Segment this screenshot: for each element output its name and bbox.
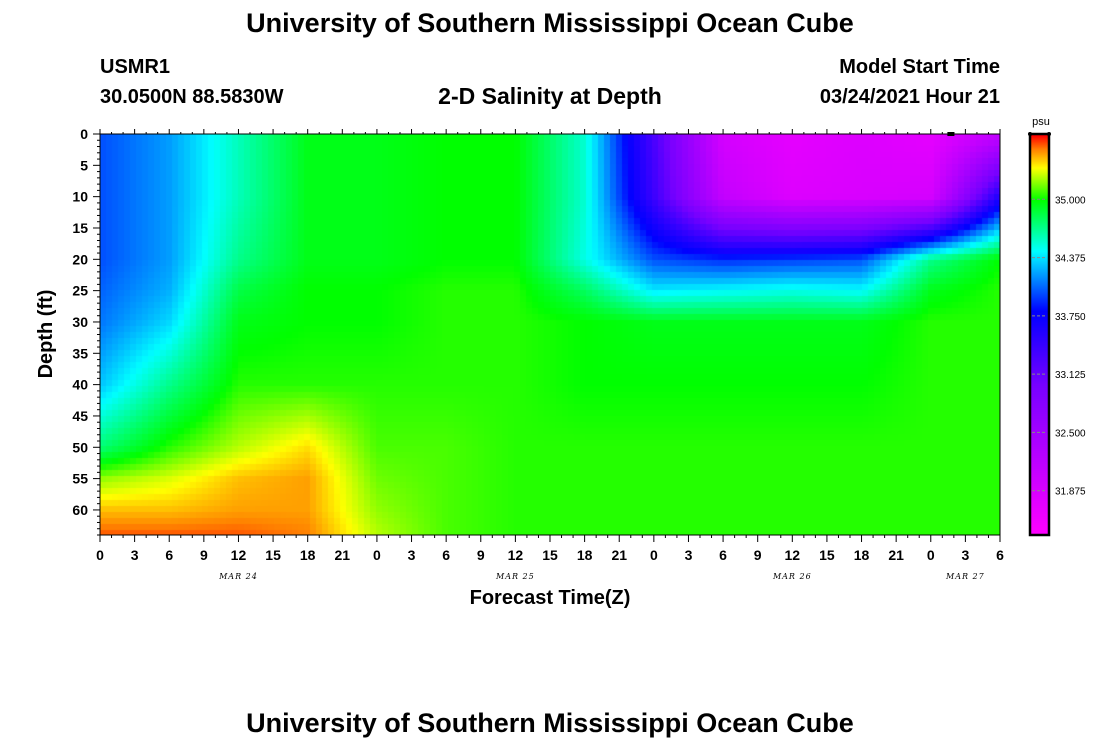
x-tick-label: 6 bbox=[442, 547, 450, 563]
x-tick-label: 9 bbox=[477, 547, 485, 563]
x-tick-label: 15 bbox=[542, 547, 558, 563]
x-tick-label: 21 bbox=[888, 547, 904, 563]
x-tick-label: 9 bbox=[200, 547, 208, 563]
colorbar-corner bbox=[1028, 132, 1032, 136]
x-tick-label: 6 bbox=[165, 547, 173, 563]
x-tick-label: 15 bbox=[819, 547, 835, 563]
x-tick-label: 21 bbox=[335, 547, 351, 563]
footer-title: University of Southern Mississippi Ocean… bbox=[246, 708, 854, 738]
x-tick-label: 18 bbox=[300, 547, 316, 563]
x-tick-label: 0 bbox=[927, 547, 935, 563]
date-label: MAR 27 bbox=[945, 572, 985, 581]
y-tick-label: 50 bbox=[72, 439, 88, 455]
y-axis: 0 5 10 15 20 25 30 35 40 45 50 55 60 bbox=[72, 126, 100, 536]
x-tick-label: 18 bbox=[854, 547, 870, 563]
y-tick-label: 0 bbox=[80, 126, 88, 142]
chart-title: 2-D Salinity at Depth bbox=[438, 83, 662, 109]
x-tick-label: 18 bbox=[577, 547, 593, 563]
colorbar-tick-label: 32.500 bbox=[1055, 428, 1086, 439]
y-tick-label: 15 bbox=[72, 220, 88, 236]
colorbar-unit-label: psu bbox=[1032, 116, 1050, 128]
y-tick-label: 60 bbox=[72, 502, 88, 518]
x-tick-label: 12 bbox=[508, 547, 524, 563]
colorbar-tick-label: 35.000 bbox=[1055, 195, 1086, 206]
colorbar: 35.000 34.375 33.750 33.125 32.500 31.875 bbox=[1028, 132, 1086, 537]
plot-border bbox=[99, 133, 1001, 536]
date-label: MAR 24 bbox=[218, 572, 258, 581]
date-label: MAR 25 bbox=[495, 572, 535, 581]
plot-frame bbox=[99, 133, 1001, 536]
salinity-heatmap bbox=[100, 134, 1000, 535]
x-tick-label: 3 bbox=[961, 547, 969, 563]
x-tick-label: 3 bbox=[685, 547, 693, 563]
x-tick-label: 0 bbox=[373, 547, 381, 563]
colorbar-border bbox=[1028, 132, 1051, 537]
x-axis-label: Forecast Time(Z) bbox=[470, 587, 631, 609]
station-id: USMR1 bbox=[100, 56, 171, 78]
x-tick-label: 21 bbox=[611, 547, 627, 563]
x-tick-label: 15 bbox=[265, 547, 281, 563]
time-marker bbox=[947, 132, 955, 136]
y-tick-label: 30 bbox=[72, 314, 88, 330]
model-start-label: Model Start Time bbox=[839, 56, 1000, 78]
station-coordinates: 30.0500N 88.5830W bbox=[100, 86, 284, 108]
x-tick-label: 12 bbox=[231, 547, 247, 563]
x-tick-label: 3 bbox=[131, 547, 139, 563]
x-tick-label: 9 bbox=[754, 547, 762, 563]
y-tick-label: 55 bbox=[72, 471, 88, 487]
x-tick-label: 6 bbox=[719, 547, 727, 563]
y-tick-label: 40 bbox=[72, 377, 88, 393]
y-tick-label: 5 bbox=[80, 157, 88, 173]
colorbar-gradient bbox=[1031, 135, 1048, 534]
x-tick-label: 0 bbox=[96, 547, 104, 563]
colorbar-corner bbox=[1047, 132, 1051, 136]
y-tick-label: 20 bbox=[72, 251, 88, 267]
y-tick-label: 35 bbox=[72, 345, 88, 361]
x-tick-label: 0 bbox=[650, 547, 658, 563]
y-axis-label: Depth (ft) bbox=[35, 290, 57, 379]
y-tick-label: 10 bbox=[72, 189, 88, 205]
x-tick-label: 12 bbox=[785, 547, 801, 563]
main-title: University of Southern Mississippi Ocean… bbox=[246, 8, 854, 38]
colorbar-tick-label: 31.875 bbox=[1055, 487, 1086, 498]
date-label: MAR 26 bbox=[772, 572, 812, 581]
colorbar-tick-label: 34.375 bbox=[1055, 254, 1086, 265]
x-tick-label: 3 bbox=[408, 547, 416, 563]
x-tick-label: 6 bbox=[996, 547, 1004, 563]
y-tick-label: 25 bbox=[72, 283, 88, 299]
colorbar-tick-label: 33.750 bbox=[1055, 312, 1086, 323]
colorbar-tick-label: 33.125 bbox=[1055, 370, 1086, 381]
x-axis: 0 3 6 9 12 15 18 21 0 3 6 9 12 15 18 21 0 3 6 9 12 15 18 21 0 3 6 M… bbox=[96, 129, 1004, 581]
model-start-value: 03/24/2021 Hour 21 bbox=[819, 86, 1000, 108]
y-tick-label: 45 bbox=[72, 408, 88, 424]
